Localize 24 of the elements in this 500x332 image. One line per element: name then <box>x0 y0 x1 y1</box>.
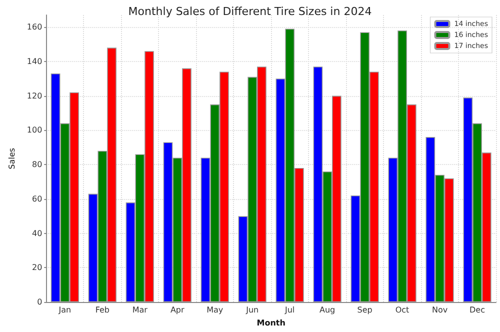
y-tick-label: 60 <box>32 194 42 204</box>
y-tick-label: 140 <box>26 56 42 66</box>
x-tick-label: Apr <box>170 306 185 315</box>
x-tick-label: Mar <box>132 306 148 315</box>
y-tick-label: 80 <box>32 160 42 170</box>
y-tick-label: 160 <box>26 22 42 32</box>
y-tick-label: 20 <box>32 263 42 272</box>
x-tick-label: Jan <box>58 306 72 315</box>
x-tick-label: Feb <box>95 306 110 315</box>
x-tick-label: Jul <box>284 306 295 315</box>
x-tick-label: Dec <box>470 306 485 315</box>
x-axis-title: Month <box>256 318 286 328</box>
x-tick-label: May <box>206 306 224 315</box>
chart-title: Monthly Sales of Different Tire Sizes in 2024 <box>128 5 372 18</box>
y-tick-label: 40 <box>32 228 42 238</box>
y-tick-label: 100 <box>26 126 42 135</box>
x-tick-label: Jun <box>245 306 259 315</box>
y-axis-title: Sales <box>8 148 16 170</box>
y-tick-label: 120 <box>26 91 42 100</box>
x-tick-label: Nov <box>432 306 448 315</box>
x-tick-label: Oct <box>395 306 410 315</box>
x-tick-label: Aug <box>320 306 336 315</box>
y-tick-label: 0 <box>37 298 42 307</box>
x-tick-label: Sep <box>357 306 372 315</box>
